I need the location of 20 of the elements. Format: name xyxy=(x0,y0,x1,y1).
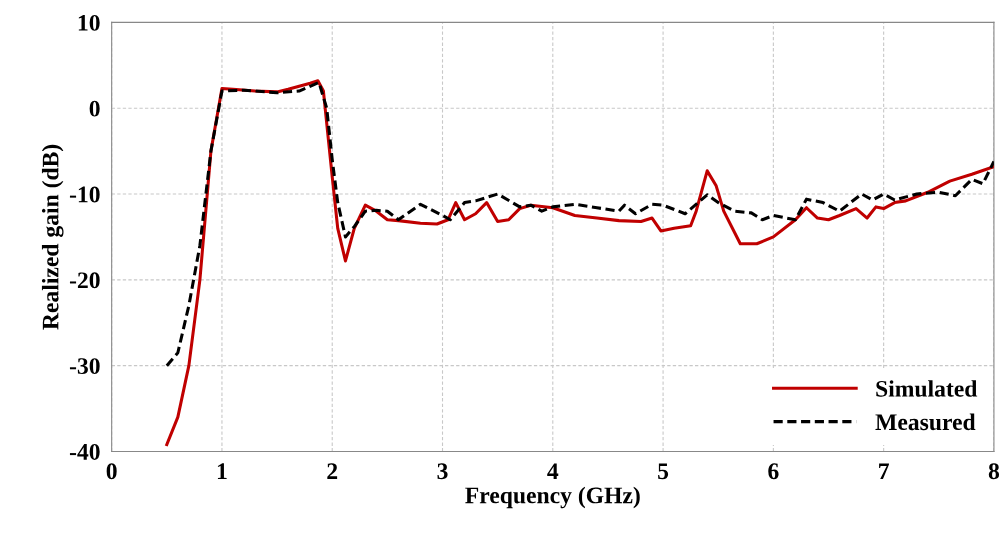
y-tick-label: -10 xyxy=(69,186,100,203)
x-tick-label: 6 xyxy=(768,463,779,480)
x-tick-label: 1 xyxy=(217,463,227,479)
legend-label: Simulated xyxy=(876,380,978,397)
legend-label: Measured xyxy=(875,413,976,431)
line-series xyxy=(165,80,994,368)
y-tick-label: -20 xyxy=(69,272,100,289)
y-tick-label: 0 xyxy=(89,100,100,117)
x-tick-label: 5 xyxy=(658,463,669,480)
x-tick-label: 0 xyxy=(106,463,117,480)
x-tick-label: 4 xyxy=(547,463,559,479)
y-tick-label: 10 xyxy=(78,14,100,31)
x-tick-label: 8 xyxy=(988,463,1000,480)
x-tick-label: 7 xyxy=(879,463,889,479)
y-tick-label: -40 xyxy=(69,443,100,460)
x-tick-label: 2 xyxy=(327,463,338,479)
x-axis-title: Frequency (GHz) xyxy=(465,486,640,509)
x-tick-label: 3 xyxy=(437,463,448,480)
y-tick-label: -30 xyxy=(69,358,100,375)
y-axis-title: Realized gain (dB) xyxy=(41,144,64,330)
